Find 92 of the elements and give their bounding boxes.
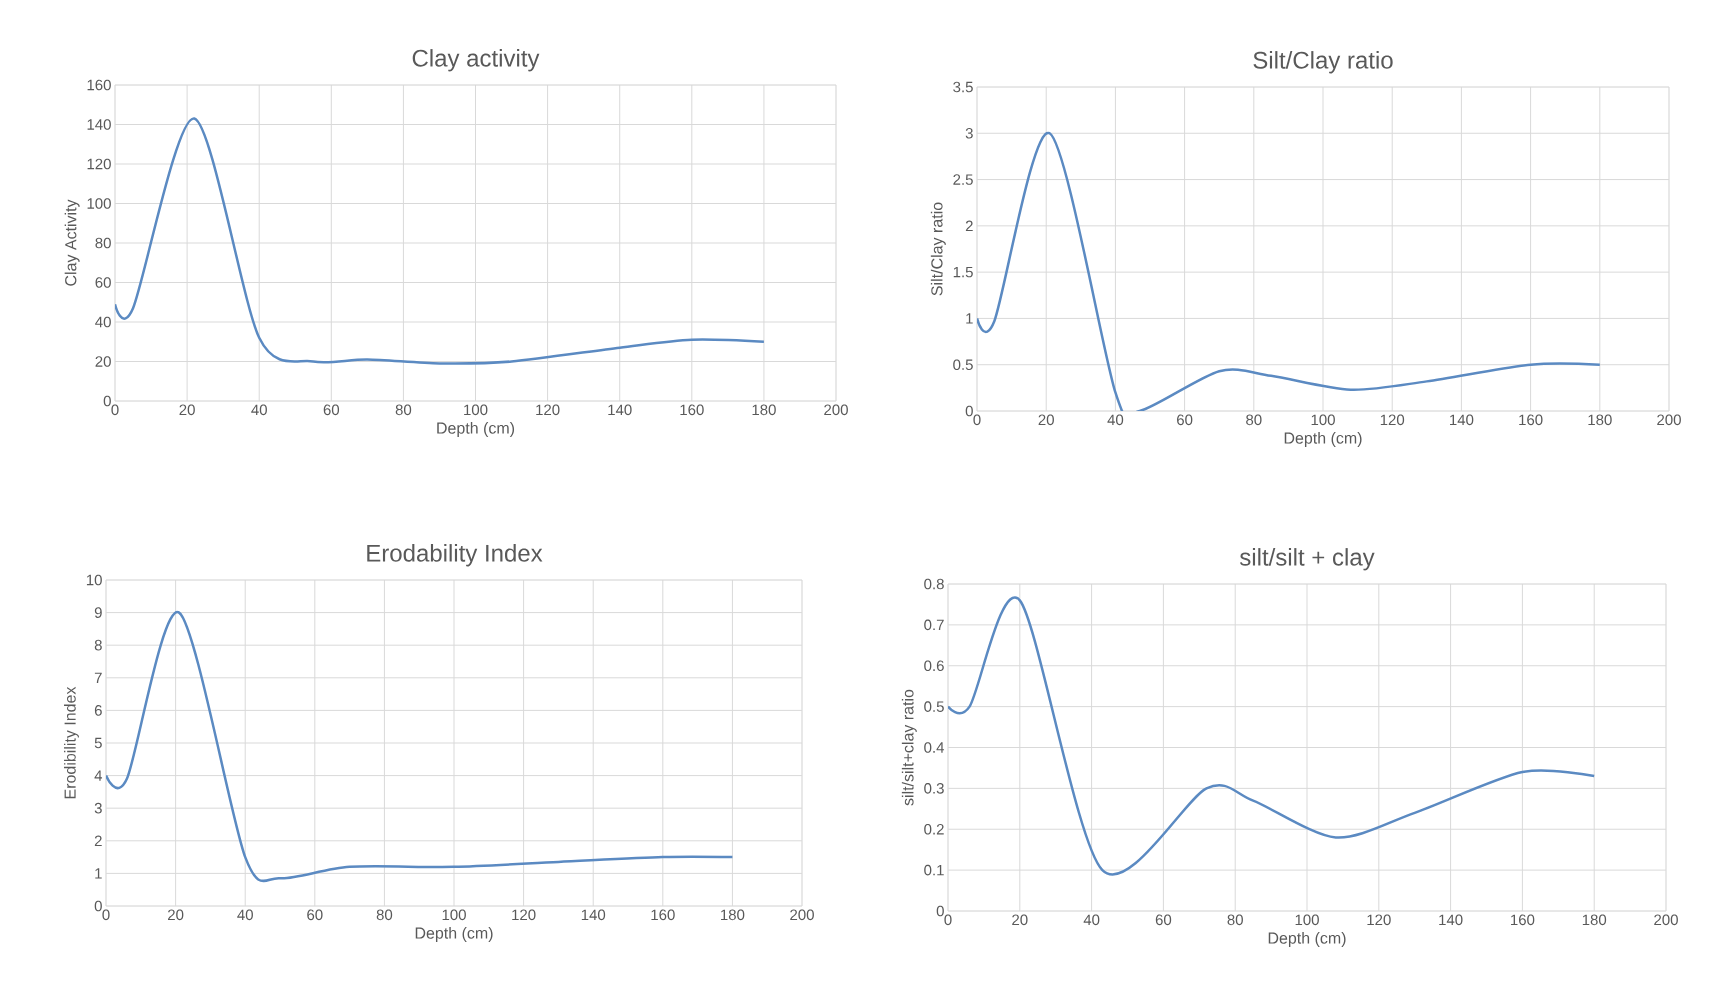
- chart-title: Clay activity: [412, 49, 540, 72]
- x-tick-label: 180: [1582, 914, 1607, 926]
- y-tick-label: 0.8: [924, 578, 944, 590]
- y-tick-label: 0: [94, 900, 102, 912]
- x-tick-label: 20: [179, 404, 195, 416]
- y-tick-label: 0.2: [924, 823, 944, 835]
- x-tick-label: 160: [1511, 914, 1535, 926]
- y-tick-label: 0.6: [924, 660, 944, 672]
- x-tick-label: 40: [237, 909, 253, 921]
- x-tick-label: 140: [1439, 914, 1463, 926]
- x-axis-title: Depth (cm): [415, 927, 493, 942]
- x-tick-label: 120: [1380, 414, 1405, 426]
- y-tick-label: 140: [87, 119, 111, 130]
- x-tick-label: 120: [536, 404, 560, 416]
- x-tick-label: 100: [442, 909, 466, 921]
- y-tick-label: 60: [95, 277, 111, 288]
- x-tick-label: 200: [824, 404, 848, 416]
- y-tick-label: 100: [87, 198, 111, 209]
- y-tick-label: 2: [94, 835, 102, 847]
- y-tick-label: 1: [966, 313, 973, 324]
- y-axis-title: Clay Activity: [64, 199, 80, 286]
- x-axis-title: Depth (cm): [1268, 932, 1346, 947]
- y-tick-label: 0.1: [924, 864, 944, 876]
- y-tick-label: 0.7: [924, 619, 944, 631]
- x-tick-label: 100: [1295, 914, 1319, 926]
- x-tick-label: 20: [168, 909, 184, 921]
- x-tick-label: 40: [1083, 914, 1100, 926]
- y-tick-label: 3: [94, 802, 102, 814]
- x-tick-label: 160: [680, 404, 704, 416]
- y-tick-label: 2.5: [953, 174, 973, 185]
- y-axis-title: Erodibility Index: [64, 686, 79, 799]
- y-tick-label: 2: [965, 220, 973, 232]
- x-tick-label: 20: [1012, 914, 1028, 926]
- line-series: [977, 132, 1602, 411]
- x-tick-label: 200: [1654, 914, 1678, 926]
- y-tick-label: 0: [103, 395, 111, 407]
- x-tick-label: 100: [464, 404, 488, 416]
- y-tick-label: 0.3: [924, 783, 944, 794]
- x-tick-label: 80: [1246, 414, 1262, 426]
- x-tick-label: 180: [721, 909, 745, 921]
- x-axis-title: Depth (cm): [1284, 432, 1362, 447]
- x-tick-label: 40: [251, 404, 267, 416]
- x-tick-label: 80: [1227, 914, 1243, 926]
- y-tick-label: 7: [94, 672, 102, 683]
- y-tick-label: 10: [86, 574, 102, 586]
- x-tick-label: 200: [1657, 414, 1681, 426]
- y-tick-label: 4: [94, 770, 103, 781]
- y-tick-label: 9: [94, 607, 102, 618]
- x-tick-label: 60: [307, 909, 323, 921]
- chart-title: silt/silt + clay: [1240, 548, 1375, 571]
- line-series: [115, 117, 766, 365]
- x-tick-label: 100: [1311, 414, 1335, 426]
- x-tick-label: 0: [111, 404, 119, 416]
- y-tick-label: 8: [94, 639, 102, 651]
- y-tick-label: 3: [965, 127, 973, 139]
- y-tick-label: 120: [87, 158, 111, 170]
- x-tick-label: 80: [395, 404, 412, 416]
- x-tick-label: 80: [376, 909, 393, 921]
- y-axis-title: Silt/Clay ratio: [930, 202, 946, 296]
- x-tick-label: 160: [651, 909, 675, 921]
- x-tick-label: 60: [323, 404, 340, 416]
- x-tick-label: 160: [1519, 414, 1543, 426]
- y-tick-label: 0.4: [924, 742, 945, 753]
- y-tick-label: 0.5: [924, 701, 944, 712]
- y-tick-label: 160: [87, 79, 111, 91]
- x-tick-label: 180: [752, 404, 776, 416]
- x-tick-label: 60: [1177, 414, 1193, 426]
- x-tick-label: 120: [512, 909, 536, 921]
- y-tick-label: 1.5: [953, 266, 973, 278]
- chart-title: Erodability Index: [367, 544, 543, 567]
- y-axis-title: silt/silt+clay ratio: [901, 689, 917, 806]
- x-tick-label: 20: [1038, 414, 1054, 426]
- y-tick-label: 6: [94, 705, 102, 716]
- y-tick-label: 80: [95, 237, 111, 249]
- chart-title: Silt/Clay ratio: [1253, 51, 1393, 74]
- x-tick-label: 200: [790, 909, 814, 921]
- y-tick-label: 20: [95, 356, 111, 367]
- x-tick-label: 120: [1367, 914, 1391, 926]
- x-tick-label: 0: [944, 914, 952, 926]
- y-tick-label: 0.5: [953, 359, 973, 371]
- x-tick-label: 180: [1588, 414, 1612, 426]
- y-tick-label: 40: [95, 316, 111, 328]
- x-tick-label: 140: [1450, 414, 1474, 426]
- y-tick-label: 5: [94, 737, 102, 749]
- x-tick-label: 60: [1155, 914, 1172, 926]
- x-axis-title: Depth (cm): [437, 422, 515, 437]
- x-tick-label: 140: [581, 909, 606, 921]
- x-tick-label: 140: [608, 404, 632, 416]
- y-tick-label: 3.5: [953, 81, 973, 93]
- x-tick-label: 0: [973, 414, 981, 426]
- x-tick-label: 40: [1107, 414, 1124, 426]
- y-tick-label: 1: [95, 868, 102, 879]
